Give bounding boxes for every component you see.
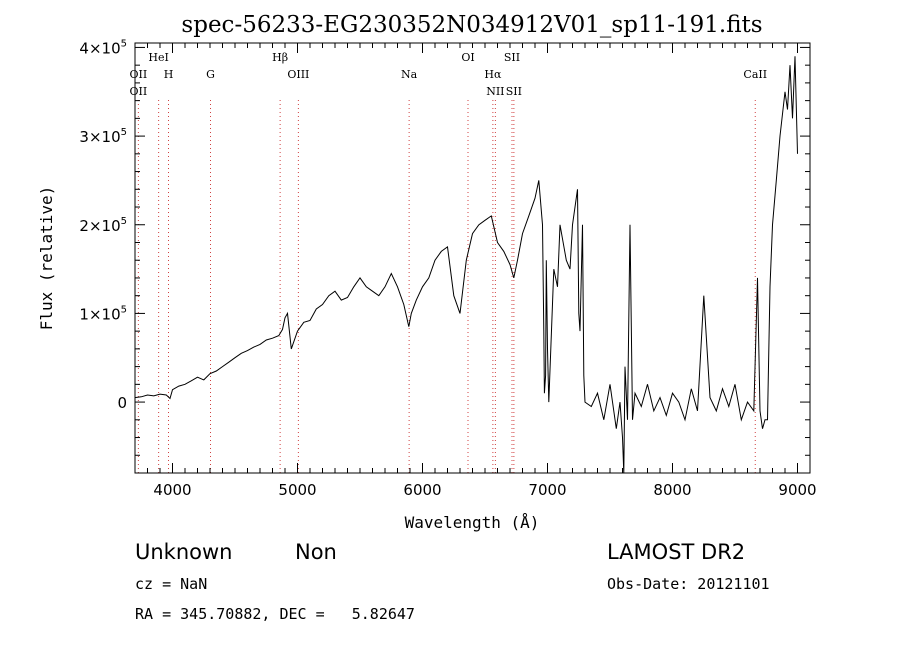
y-tick-label: 2×105 [79,216,127,235]
y-tick-label: 3×105 [79,127,127,146]
emission-line-label: Hβ [272,51,288,64]
survey-label: LAMOST DR2 [607,540,746,564]
spectrum-line [134,56,798,474]
class-label: Unknown [135,540,233,564]
emission-line-label: CaII [743,68,767,81]
cz-text: cz = NaN [135,575,208,593]
x-axis-title: Wavelength (Å) [405,513,540,532]
plot-frame [134,42,811,474]
x-tick-label: 4000 [153,481,191,499]
emission-line-label: Na [401,68,418,81]
y-tick-exponent: 5 [121,216,127,227]
y-axis-title: Flux (relative) [37,186,56,331]
y-tick-mantissa: 4×10 [79,39,120,57]
x-tick-label: 9000 [778,481,816,499]
emission-line-label: SII [506,85,522,98]
emission-line-label: H [164,68,174,81]
x-axis: 4000 5000 6000 7000 8000 9000 [134,43,817,499]
chart-title: spec-56233-EG230352N034912V01_sp11-191.f… [181,12,762,38]
y-tick-label: 4×105 [79,38,127,57]
y-tick-exponent: 5 [121,38,127,49]
emission-line-label: OII [130,85,148,98]
x-tick-label: 5000 [278,481,316,499]
y-tick-label: 1×105 [79,304,127,323]
emission-line-label: OII [130,68,148,81]
y-tick-mantissa: 3×10 [79,128,120,146]
emission-line-label: G [206,68,215,81]
emission-line-label: HeI [148,51,168,64]
x-tick-label: 8000 [653,481,691,499]
obs-date-text: Obs-Date: 20121101 [607,575,770,593]
y-tick-mantissa: 0 [117,394,127,412]
emission-line-label: NII [486,85,504,98]
emission-line-label: Hα [484,68,502,81]
x-tick-label: 6000 [403,481,441,499]
spectrum-series [134,56,798,474]
emission-line-label: OI [461,51,474,64]
x-tick-label: 7000 [528,481,566,499]
emission-line-label: OIII [287,68,309,81]
y-tick-label: 0 [117,394,127,412]
y-tick-exponent: 5 [121,304,127,315]
y-tick-exponent: 5 [121,127,127,138]
radec-text: RA = 345.70882, DEC = 5.82647 [135,605,415,623]
emission-line-label: SII [504,51,520,64]
y-tick-mantissa: 2×10 [79,217,120,235]
y-tick-mantissa: 1×10 [79,305,120,323]
subclass-label: Non [295,540,337,564]
